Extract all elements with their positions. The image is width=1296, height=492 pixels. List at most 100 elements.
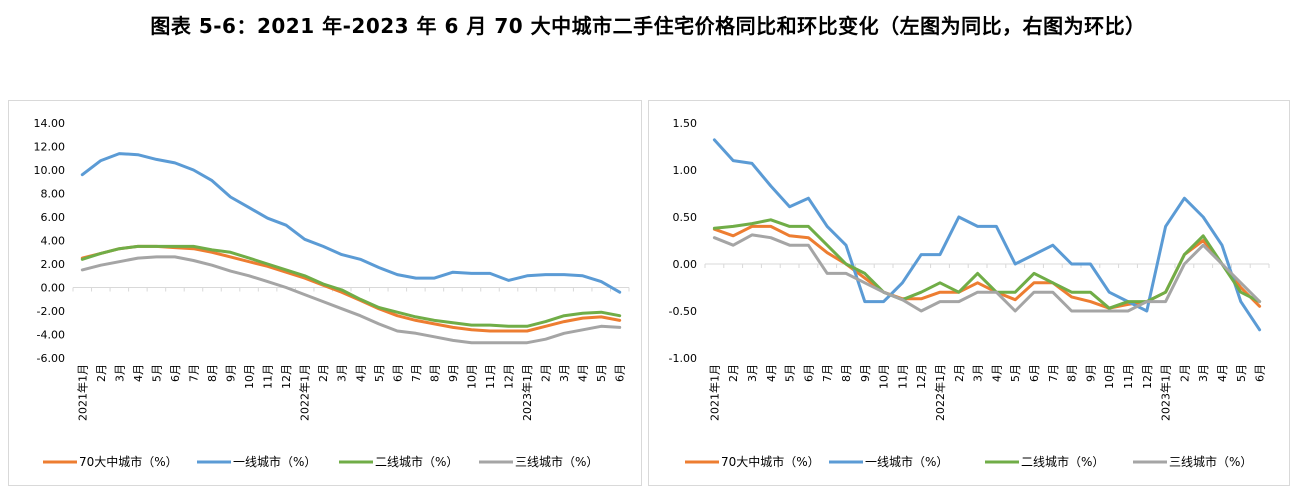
yoy-x-tick-label: 9月 (225, 364, 238, 382)
mom-y-tick-label: -0.50 (669, 305, 697, 318)
mom-x-tick-label: 2021年1月 (707, 364, 721, 421)
yoy-x-tick-label: 7月 (187, 364, 200, 382)
yoy-x-tick-label: 8月 (428, 364, 441, 382)
mom-y-tick-label: -1.00 (669, 352, 697, 365)
yoy-x-tick-label: 6月 (169, 364, 182, 382)
yoy-line-chart: 14.00 12.00 10.00 8.00 6.00 4.00 2.00 0.00 -2.00… (34, 117, 630, 469)
yoy-x-tick-label: 3月 (113, 364, 126, 382)
yoy-legend-item-70-cities: 70大中城市（%） (43, 454, 178, 469)
mom-x-tick-label: 2022年1月 (933, 364, 947, 421)
mom-x-tick-label: 8月 (840, 364, 853, 382)
yoy-x-tick-label: 6月 (391, 364, 404, 382)
yoy-x-tick-label: 2月 (95, 364, 108, 382)
mom-x-tick-label: 9月 (859, 364, 872, 382)
mom-y-tick-label: 0.50 (673, 211, 698, 224)
mom-line-chart: 1.50 1.00 0.50 0.00 -0.50 -1.00 2021年1月 2月 3月 4月 5… (669, 117, 1270, 469)
yoy-x-tick-label: 5月 (595, 364, 608, 382)
mom-x-tick-label: 3月 (972, 364, 985, 382)
mom-legend-label: 一线城市（%） (865, 454, 948, 469)
mom-x-tick-label: 3月 (1197, 364, 1210, 382)
mom-series-line-tier3 (712, 233, 1262, 313)
yoy-x-tick-label: 10月 (243, 364, 256, 389)
yoy-x-tick-label: 2月 (317, 364, 330, 382)
yoy-y-tick-label: 2.00 (41, 258, 66, 271)
yoy-y-tick-label: -2.00 (37, 305, 65, 318)
mom-chart-panel: 1.50 1.00 0.50 0.00 -0.50 -1.00 2021年1月 2月 3月 4月 5… (648, 100, 1290, 486)
mom-x-tick-label: 11月 (896, 364, 909, 389)
yoy-legend-label: 三线城市（%） (515, 454, 598, 469)
yoy-x-tick-label: 4月 (132, 364, 145, 382)
yoy-y-tick-label: 0.00 (41, 282, 66, 295)
yoy-x-tick-label: 5月 (150, 364, 163, 382)
mom-x-tick-label: 5月 (784, 364, 797, 382)
mom-x-tick-label: 7月 (821, 364, 834, 382)
yoy-y-tick-label: 8.00 (41, 188, 66, 201)
yoy-x-tick-label: 10月 (465, 364, 478, 389)
mom-x-tick-label: 5月 (1009, 364, 1022, 382)
mom-x-tick-label: 12月 (1141, 364, 1154, 389)
mom-legend-item-tier2: 二线城市（%） (985, 454, 1104, 469)
mom-x-tick-label: 4月 (765, 364, 778, 382)
yoy-x-tick-label: 3月 (558, 364, 571, 382)
yoy-x-tick-label: 12月 (503, 364, 516, 389)
mom-y-tick-label: 0.00 (673, 258, 698, 271)
mom-legend-item-tier1: 一线城市（%） (829, 454, 948, 469)
mom-legend-label: 70大中城市（%） (721, 454, 820, 469)
yoy-x-tick-label: 12月 (280, 364, 293, 389)
mom-legend-label: 三线城市（%） (1169, 454, 1252, 469)
mom-x-tick-label: 2月 (727, 364, 740, 382)
mom-x-tick-label: 2023年1月 (1159, 364, 1173, 421)
yoy-x-tick-label: 11月 (262, 364, 275, 389)
yoy-x-tick-label: 4月 (354, 364, 367, 382)
yoy-y-tick-label: -6.00 (37, 352, 65, 365)
mom-legend-item-70-cities: 70大中城市（%） (685, 454, 820, 469)
mom-legend-item-tier3: 三线城市（%） (1133, 454, 1252, 469)
yoy-series-line-tier1 (80, 152, 622, 294)
yoy-legend-label: 二线城市（%） (375, 454, 458, 469)
mom-x-tick-label: 2月 (953, 364, 966, 382)
mom-y-tick-label: 1.00 (673, 164, 698, 177)
yoy-x-tick-label: 2023年1月 (520, 364, 534, 421)
mom-x-tick-label: 8月 (1066, 364, 1079, 382)
mom-x-tick-label: 10月 (1103, 364, 1116, 389)
yoy-x-tick-label: 6月 (614, 364, 627, 382)
yoy-x-tick-label: 2月 (540, 364, 553, 382)
mom-series-line-tier2 (712, 218, 1262, 310)
yoy-x-tick-label: 7月 (410, 364, 423, 382)
yoy-x-tick-label: 9月 (447, 364, 460, 382)
mom-x-tick-label: 5月 (1235, 364, 1248, 382)
mom-x-tick-label: 6月 (802, 364, 815, 382)
yoy-y-tick-label: 12.00 (34, 141, 66, 154)
yoy-y-tick-label: 4.00 (41, 235, 66, 248)
mom-x-tick-label: 3月 (746, 364, 759, 382)
mom-x-tick-label: 10月 (878, 364, 891, 389)
yoy-x-tick-label: 11月 (484, 364, 497, 389)
mom-x-tick-label: 6月 (1254, 364, 1267, 382)
yoy-x-tick-label: 8月 (206, 364, 219, 382)
yoy-chart-panel: 14.00 12.00 10.00 8.00 6.00 4.00 2.00 0.00 -2.00… (8, 100, 642, 486)
yoy-x-tick-label: 2021年1月 (75, 364, 89, 421)
yoy-y-tick-label: 6.00 (41, 211, 66, 224)
page-title: 图表 5-6：2021 年-2023 年 6 月 70 大中城市二手住宅价格同比… (150, 14, 1146, 38)
mom-x-tick-label: 7月 (1047, 364, 1060, 382)
yoy-series-line-tier2 (80, 244, 622, 328)
yoy-x-tick-label: 3月 (336, 364, 349, 382)
mom-x-tick-label: 11月 (1122, 364, 1135, 389)
mom-x-tick-label: 12月 (915, 364, 928, 389)
mom-x-tick-label: 4月 (1216, 364, 1229, 382)
yoy-y-tick-label: -4.00 (37, 329, 65, 342)
yoy-y-tick-label: 14.00 (34, 117, 66, 130)
mom-series-line-tier1 (712, 138, 1262, 332)
mom-y-tick-label: 1.50 (673, 117, 698, 130)
yoy-legend-item-tier2: 二线城市（%） (339, 454, 458, 469)
mom-legend-label: 二线城市（%） (1021, 454, 1104, 469)
yoy-y-tick-label: 10.00 (34, 164, 66, 177)
yoy-legend-label: 70大中城市（%） (79, 454, 178, 469)
mom-x-tick-label: 9月 (1084, 364, 1097, 382)
yoy-x-tick-label: 5月 (373, 364, 386, 382)
mom-x-tick-label: 6月 (1028, 364, 1041, 382)
mom-x-tick-label: 2月 (1178, 364, 1191, 382)
yoy-series-line-tier3 (80, 255, 622, 345)
yoy-legend-item-tier3: 三线城市（%） (479, 454, 598, 469)
yoy-legend-item-tier1: 一线城市（%） (197, 454, 316, 469)
